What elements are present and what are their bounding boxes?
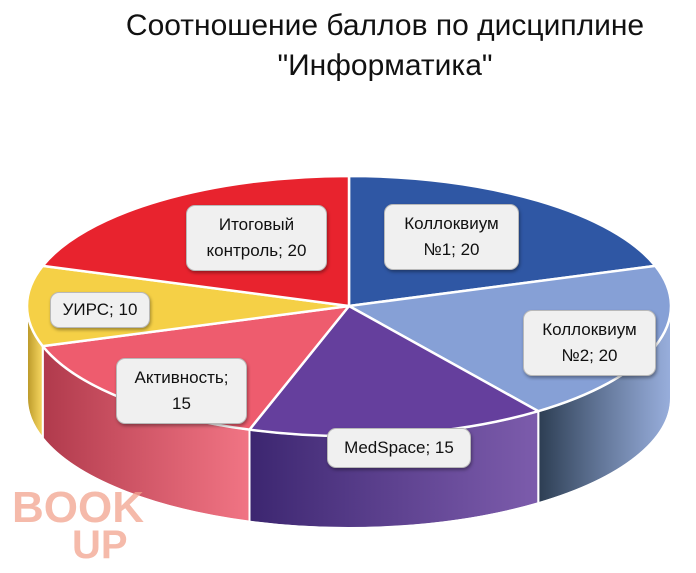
data-label-2: Коллоквиум №2; 20 — [523, 310, 656, 376]
watermark-line-2: UP — [72, 523, 128, 560]
data-label-text: УИРС; 10 — [62, 300, 138, 319]
data-label-text: 15 — [172, 394, 191, 413]
data-label-text: Итоговый — [218, 215, 295, 234]
pie-rim — [26, 306, 672, 529]
data-label-text: Коллоквиум — [542, 320, 637, 339]
data-label-text: контроль; 20 — [206, 241, 307, 260]
data-label-text: Активность; — [134, 368, 229, 387]
data-label-text: Коллоквиум — [404, 214, 499, 233]
bookup-watermark: BOOK UP — [12, 483, 144, 560]
chart-title-line-2: "Информатика" — [277, 49, 493, 82]
data-label-text: №1; 20 — [423, 240, 480, 259]
chart-title-line-1: Соотношение баллов по дисциплине — [125, 9, 645, 42]
data-label-5: УИРС; 10 — [50, 292, 150, 328]
chart-title: Соотношение баллов по дисциплине "Информ… — [70, 6, 696, 86]
data-label-text: MedSpace; 15 — [344, 438, 454, 457]
data-label-4: Активность; 15 — [116, 358, 247, 424]
watermark-line-1: BOOK — [12, 483, 144, 532]
data-label-6: Итоговый контроль; 20 — [186, 205, 327, 271]
data-label-1: Коллоквиум №1; 20 — [384, 204, 519, 270]
data-label-3: MedSpace; 15 — [327, 428, 471, 468]
data-label-text: №2; 20 — [561, 346, 618, 365]
